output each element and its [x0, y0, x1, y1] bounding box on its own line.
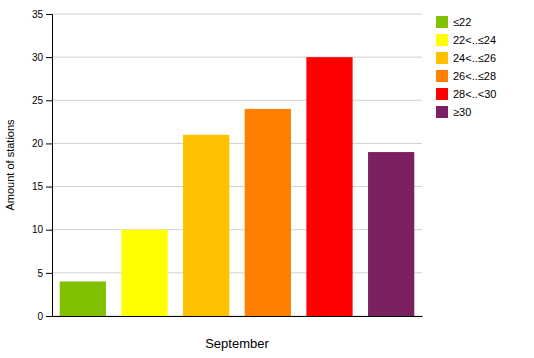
grid-line	[52, 100, 422, 101]
y-tick-mark	[46, 187, 52, 188]
y-tick-label: 10	[32, 224, 44, 235]
x-axis-line	[53, 316, 423, 317]
y-tick-label: 35	[32, 9, 44, 20]
y-tick-mark	[46, 143, 52, 144]
y-tick-label: 15	[32, 181, 44, 192]
legend-item: 22<..≤24	[436, 34, 496, 46]
legend-swatch	[436, 88, 448, 100]
grid-line	[52, 14, 422, 15]
grid	[52, 14, 422, 316]
bar	[306, 57, 352, 316]
x-axis-title: September	[205, 336, 269, 351]
legend-item: ≥30	[436, 106, 471, 118]
legend: ≤22 22<..≤24 24<..≤26 26<..≤28 28<..<30 ≥30	[436, 16, 496, 118]
legend-swatch	[436, 16, 448, 28]
grid-line	[52, 229, 422, 230]
y-axis-title: Amount of stations	[4, 119, 16, 211]
y-tick: 10	[32, 224, 52, 235]
bar	[245, 109, 291, 316]
grid-line	[52, 186, 422, 187]
y-tick: 15	[32, 181, 52, 192]
y-tick: 30	[32, 52, 52, 63]
y-tick-label: 25	[32, 95, 44, 106]
bar	[60, 281, 106, 316]
bar	[121, 230, 167, 316]
chart: 0 5 10 15 20 25 30 35 September Amount of station…	[0, 0, 534, 358]
grid-line	[52, 57, 422, 58]
y-tick-mark	[46, 316, 52, 317]
bar	[183, 135, 229, 316]
y-tick-label: 0	[37, 311, 43, 322]
y-axis-line	[46, 15, 53, 317]
legend-label: ≥30	[453, 106, 471, 118]
y-tick: 25	[32, 95, 52, 106]
grid-line	[52, 272, 422, 273]
legend-label: 28<..<30	[453, 88, 496, 100]
y-tick: 0	[37, 311, 52, 322]
y-tick: 20	[32, 138, 52, 149]
bar	[368, 152, 414, 316]
legend-label: ≤22	[453, 16, 471, 28]
legend-item: 24<..≤26	[436, 52, 496, 64]
legend-label: 22<..≤24	[453, 34, 496, 46]
y-tick-mark	[46, 230, 52, 231]
legend-label: 24<..≤26	[453, 52, 496, 64]
legend-swatch	[436, 34, 448, 46]
y-tick: 5	[37, 268, 52, 279]
y-tick-mark	[46, 100, 52, 101]
x-axis	[53, 316, 423, 317]
y-tick-label: 30	[32, 52, 44, 63]
plot: 0 5 10 15 20 25 30 35	[32, 9, 423, 322]
y-tick-mark	[46, 14, 52, 15]
y-axis: 0 5 10 15 20 25 30 35	[32, 9, 53, 322]
legend-label: 26<..≤28	[453, 70, 496, 82]
grid-line	[52, 316, 422, 317]
legend-swatch	[436, 106, 448, 118]
legend-swatch	[436, 52, 448, 64]
y-tick-label: 5	[37, 268, 43, 279]
y-tick-mark	[46, 57, 52, 58]
legend-swatch	[436, 70, 448, 82]
legend-item: 28<..<30	[436, 88, 496, 100]
y-tick-mark	[46, 273, 52, 274]
legend-item: ≤22	[436, 16, 471, 28]
y-tick-label: 20	[32, 138, 44, 149]
grid-line	[52, 143, 422, 144]
legend-item: 26<..≤28	[436, 70, 496, 82]
bars	[60, 57, 415, 316]
y-tick: 35	[32, 9, 52, 20]
